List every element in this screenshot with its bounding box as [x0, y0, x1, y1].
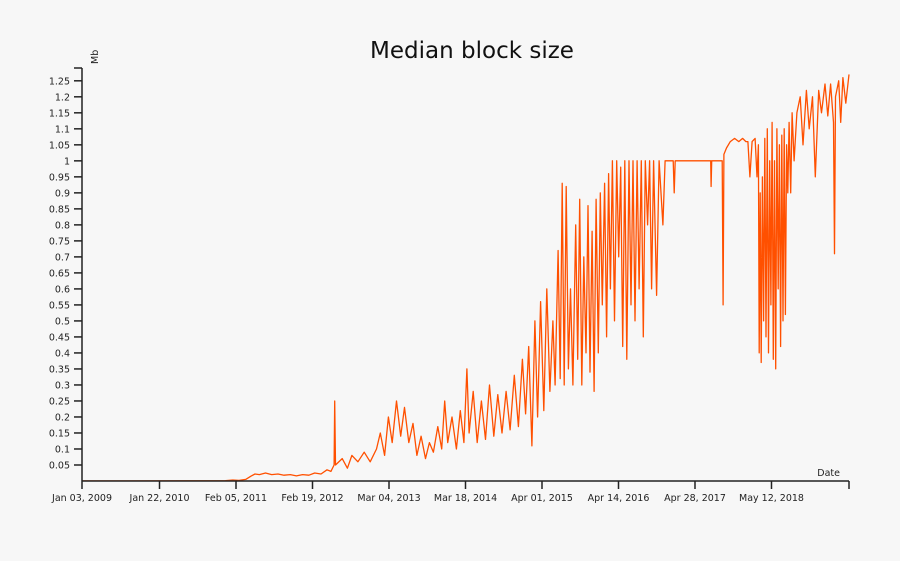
y-tick: 0.95 — [49, 172, 82, 183]
y-tick: 0.25 — [49, 396, 82, 407]
x-tick: Apr 14, 2016 — [588, 481, 650, 504]
y-tick-label: 0.3 — [55, 380, 70, 391]
y-tick-label: 0.7 — [55, 252, 70, 263]
y-tick-label: 1.25 — [49, 76, 70, 87]
y-tick-label: 0.05 — [49, 460, 70, 471]
y-tick: 0.05 — [49, 460, 82, 471]
y-tick: 0.55 — [49, 300, 82, 311]
x-tick-label: Feb 19, 2012 — [281, 493, 343, 504]
y-tick-label: 0.45 — [49, 332, 70, 343]
x-tick: Apr 01, 2015 — [511, 481, 573, 504]
y-tick: 0.6 — [55, 284, 82, 295]
x-tick: Feb 05, 2011 — [205, 481, 267, 504]
y-tick-label: 1.05 — [49, 140, 70, 151]
y-tick-label: 0.85 — [49, 204, 70, 215]
x-tick: Feb 19, 2012 — [281, 481, 344, 504]
y-tick: 1.05 — [49, 140, 82, 151]
x-tick-label: Jan 03, 2009 — [51, 493, 112, 504]
y-tick: 0.85 — [49, 204, 82, 215]
y-tick-label: 1.15 — [49, 108, 70, 119]
chart-title: Median block size — [370, 38, 574, 64]
y-tick-label: 0.1 — [55, 444, 70, 455]
y-tick-label: 1 — [64, 156, 70, 167]
y-tick-label: 0.55 — [49, 300, 70, 311]
x-axis: Jan 03, 2009 Jan 22, 2010 Feb 05, 2011 Feb … — [51, 480, 850, 504]
x-axis-label: Date — [817, 468, 840, 479]
y-tick: 0.75 — [49, 236, 82, 247]
y-tick-label: 0.9 — [55, 188, 70, 199]
x-tick-label: Mar 04, 2013 — [357, 493, 420, 504]
y-tick: 0.35 — [49, 364, 82, 375]
y-tick: 1.15 — [49, 108, 82, 119]
y-tick-label: 0.25 — [49, 396, 70, 407]
y-tick-label: 0.5 — [55, 316, 70, 327]
y-tick-label: 0.15 — [49, 428, 70, 439]
y-tick: 0.45 — [49, 332, 82, 343]
y-tick: 1.2 — [55, 92, 82, 103]
y-tick-label: 0.8 — [55, 220, 70, 231]
y-tick: 0.3 — [55, 380, 82, 391]
x-tick: May 12, 2018 — [739, 481, 804, 504]
x-tick-label: Apr 28, 2017 — [664, 493, 726, 504]
x-tick: Mar 18, 2014 — [434, 481, 497, 504]
y-tick: 0.4 — [55, 348, 82, 359]
y-tick: 0.2 — [55, 412, 82, 423]
x-tick: Jan 03, 2009 — [51, 481, 112, 504]
x-tick-label: May 12, 2018 — [739, 493, 804, 504]
y-tick-label: 0.6 — [55, 284, 70, 295]
series-line — [81, 74, 850, 482]
x-tick-label: Feb 05, 2011 — [205, 493, 267, 504]
x-tick: Mar 04, 2013 — [357, 481, 421, 504]
y-tick: 0.65 — [49, 268, 82, 279]
x-tick: Apr 28, 2017 — [664, 481, 726, 504]
y-tick: 0.7 — [55, 252, 82, 263]
y-tick-label: 0.65 — [49, 268, 70, 279]
y-axis: 0.05 0.1 0.15 0.2 0.25 0.3 0.35 0.4 0.45 0.5 0.55 0… — [49, 67, 83, 481]
y-tick-label: 0.2 — [55, 412, 70, 423]
y-tick: 1.25 — [49, 76, 82, 87]
y-tick-label: 1.1 — [55, 124, 70, 135]
y-tick: 0.9 — [55, 188, 82, 199]
x-tick-label: Apr 01, 2015 — [511, 493, 573, 504]
y-tick: 0.1 — [55, 444, 82, 455]
x-tick-label: Apr 14, 2016 — [588, 493, 650, 504]
y-tick: 0.5 — [55, 316, 82, 327]
y-tick-label: 0.4 — [55, 348, 70, 359]
y-tick-label: 1.2 — [55, 92, 70, 103]
y-tick-label: 0.35 — [49, 364, 70, 375]
y-tick: 0.15 — [49, 428, 82, 439]
plot-area — [81, 74, 850, 482]
y-tick-label: 0.75 — [49, 236, 70, 247]
x-tick-label: Mar 18, 2014 — [434, 493, 497, 504]
y-tick: 1.1 — [55, 124, 82, 135]
y-tick-label: 0.95 — [49, 172, 70, 183]
y-tick: 0.8 — [55, 220, 82, 231]
y-axis-label: Mb — [90, 50, 101, 64]
x-tick: Jan 22, 2010 — [129, 481, 190, 504]
x-tick-label: Jan 22, 2010 — [129, 493, 190, 504]
y-tick: 1 — [64, 156, 82, 167]
